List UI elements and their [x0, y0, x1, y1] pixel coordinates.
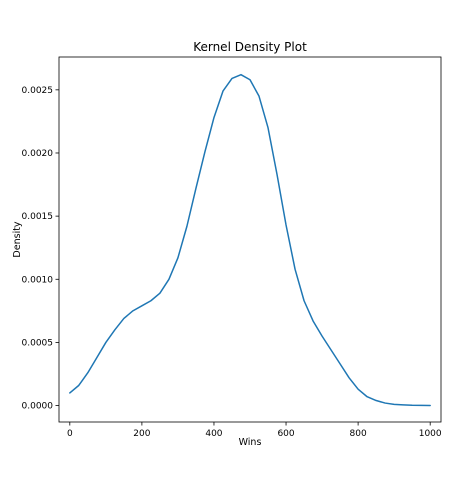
x-tick-label: 1000: [419, 429, 442, 439]
x-tick-label: 400: [205, 429, 222, 439]
y-tick-label: 0.0025: [22, 86, 54, 96]
density-line: [69, 73, 431, 407]
y-tick-label: 0.0005: [22, 338, 54, 348]
x-tick-label: 200: [133, 429, 150, 439]
y-tick-label: 0.0015: [22, 212, 54, 222]
y-tick-label: 0.0020: [22, 149, 54, 159]
y-tick-label: 0.0000: [22, 402, 54, 412]
x-tick-label: 800: [350, 429, 367, 439]
y-axis: 0.0000 0.0005 0.0010 0.0015 0.0020 0.0025: [22, 86, 59, 412]
plot-area: [58, 56, 442, 423]
plot-frame: [58, 56, 442, 423]
y-tick-label: 0.0010: [22, 275, 54, 285]
x-axis: 0 200 400 600 800 1000: [67, 422, 442, 439]
chart-title: Kernel Density Plot: [193, 40, 307, 54]
x-tick-label: 0: [67, 429, 73, 439]
x-axis-label: Wins: [239, 437, 262, 448]
x-tick-label: 600: [277, 429, 294, 439]
y-axis-label: Density: [12, 221, 23, 257]
